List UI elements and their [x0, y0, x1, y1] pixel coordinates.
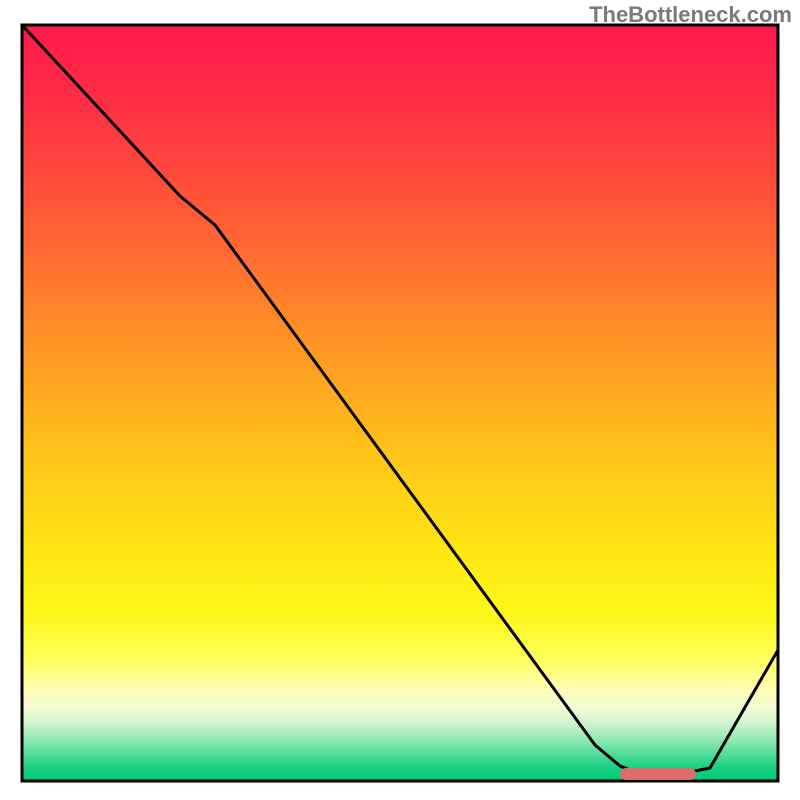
chart-container: TheBottleneck.com — [0, 0, 800, 800]
watermark-text: TheBottleneck.com — [589, 2, 792, 28]
gradient-background — [22, 25, 778, 781]
bottleneck-chart — [0, 0, 800, 800]
optimal-marker — [620, 768, 696, 780]
